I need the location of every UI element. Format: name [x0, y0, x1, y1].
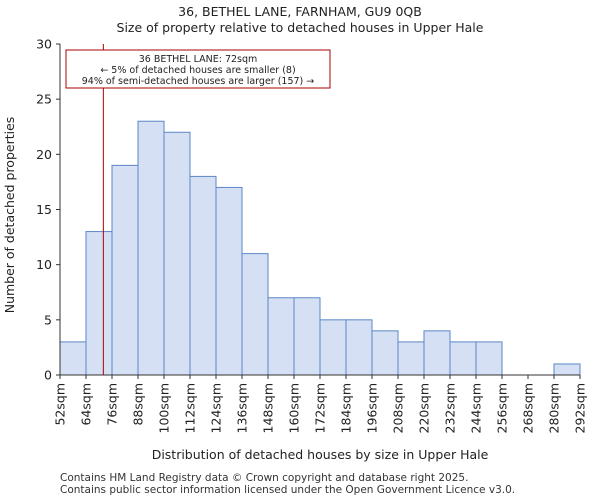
bar-76sqm: [111, 164, 139, 376]
x-tick-label: 124sqm: [209, 383, 224, 433]
x-tick-label: 268sqm: [521, 383, 536, 433]
chart-subtitle: Size of property relative to detached ho…: [116, 20, 484, 35]
bar-220sqm: [423, 330, 451, 376]
x-tick-label: 232sqm: [443, 383, 458, 433]
x-tick-label: 196sqm: [365, 383, 380, 433]
y-tick-label: 20: [36, 147, 52, 162]
chart-title: 36, BETHEL LANE, FARNHAM, GU9 0QB: [178, 4, 422, 19]
x-tick-label: 292sqm: [573, 383, 588, 433]
bars-group: [59, 120, 581, 376]
y-tick-label: 25: [36, 92, 52, 107]
bar-52sqm: [59, 341, 87, 376]
y-tick-label: 15: [36, 202, 52, 217]
bar-160sqm: [293, 297, 321, 376]
x-tick-label: 88sqm: [131, 383, 146, 426]
y-tick-label: 5: [44, 312, 52, 327]
x-tick-label: 148sqm: [261, 383, 276, 433]
annotation-line3: 94% of semi-detached houses are larger (…: [82, 76, 315, 87]
x-tick-label: 112sqm: [183, 383, 198, 433]
y-axis-label: Number of detached properties: [2, 117, 17, 314]
bar-136sqm: [241, 253, 269, 376]
bar-232sqm: [449, 341, 477, 376]
footer-line-2: Contains public sector information licen…: [60, 484, 516, 496]
bar-64sqm: [85, 231, 113, 376]
x-tick-label: 220sqm: [417, 383, 432, 433]
x-tick-label: 280sqm: [547, 383, 562, 433]
x-tick-label: 64sqm: [79, 383, 94, 426]
bar-124sqm: [215, 186, 243, 376]
y-tick-label: 0: [44, 368, 52, 383]
x-tick-label: 52sqm: [53, 383, 68, 426]
x-tick-label: 244sqm: [469, 383, 484, 433]
bar-208sqm: [397, 341, 425, 376]
annotation-line1: 36 BETHEL LANE: 72sqm: [139, 54, 258, 65]
x-tick-label: 208sqm: [391, 383, 406, 433]
x-tick-label: 160sqm: [287, 383, 302, 433]
axes-group: 0 5 10 15 20 25 30 52sqm 64sqm 76sqm 88sqm 100sqm 11…: [36, 37, 587, 434]
bar-184sqm: [345, 319, 373, 376]
x-tick-label: 136sqm: [235, 383, 250, 433]
footer-line-1: Contains HM Land Registry data © Crown c…: [60, 472, 469, 484]
x-tick-label: 184sqm: [339, 383, 354, 433]
annotation-box: [65, 49, 331, 89]
bar-244sqm: [475, 341, 503, 376]
bar-100sqm: [163, 131, 191, 376]
y-tick-label: 10: [36, 257, 52, 272]
bar-172sqm: [319, 319, 347, 376]
bar-148sqm: [267, 297, 295, 376]
x-tick-label: 76sqm: [105, 383, 120, 426]
annotation-line2: ← 5% of detached houses are smaller (8): [100, 65, 295, 76]
y-tick-label: 30: [36, 37, 52, 52]
marker-group: 36 BETHEL LANE: 72sqm← 5% of detached ho…: [65, 44, 331, 375]
x-tick-label: 172sqm: [313, 383, 328, 433]
x-tick-label: 256sqm: [495, 383, 510, 433]
bar-112sqm: [189, 175, 217, 376]
bar-196sqm: [371, 330, 399, 376]
x-tick-label: 100sqm: [157, 383, 172, 433]
x-axis-label: Distribution of detached houses by size …: [152, 447, 489, 462]
bar-88sqm: [137, 120, 165, 376]
bar-280sqm: [553, 363, 581, 376]
